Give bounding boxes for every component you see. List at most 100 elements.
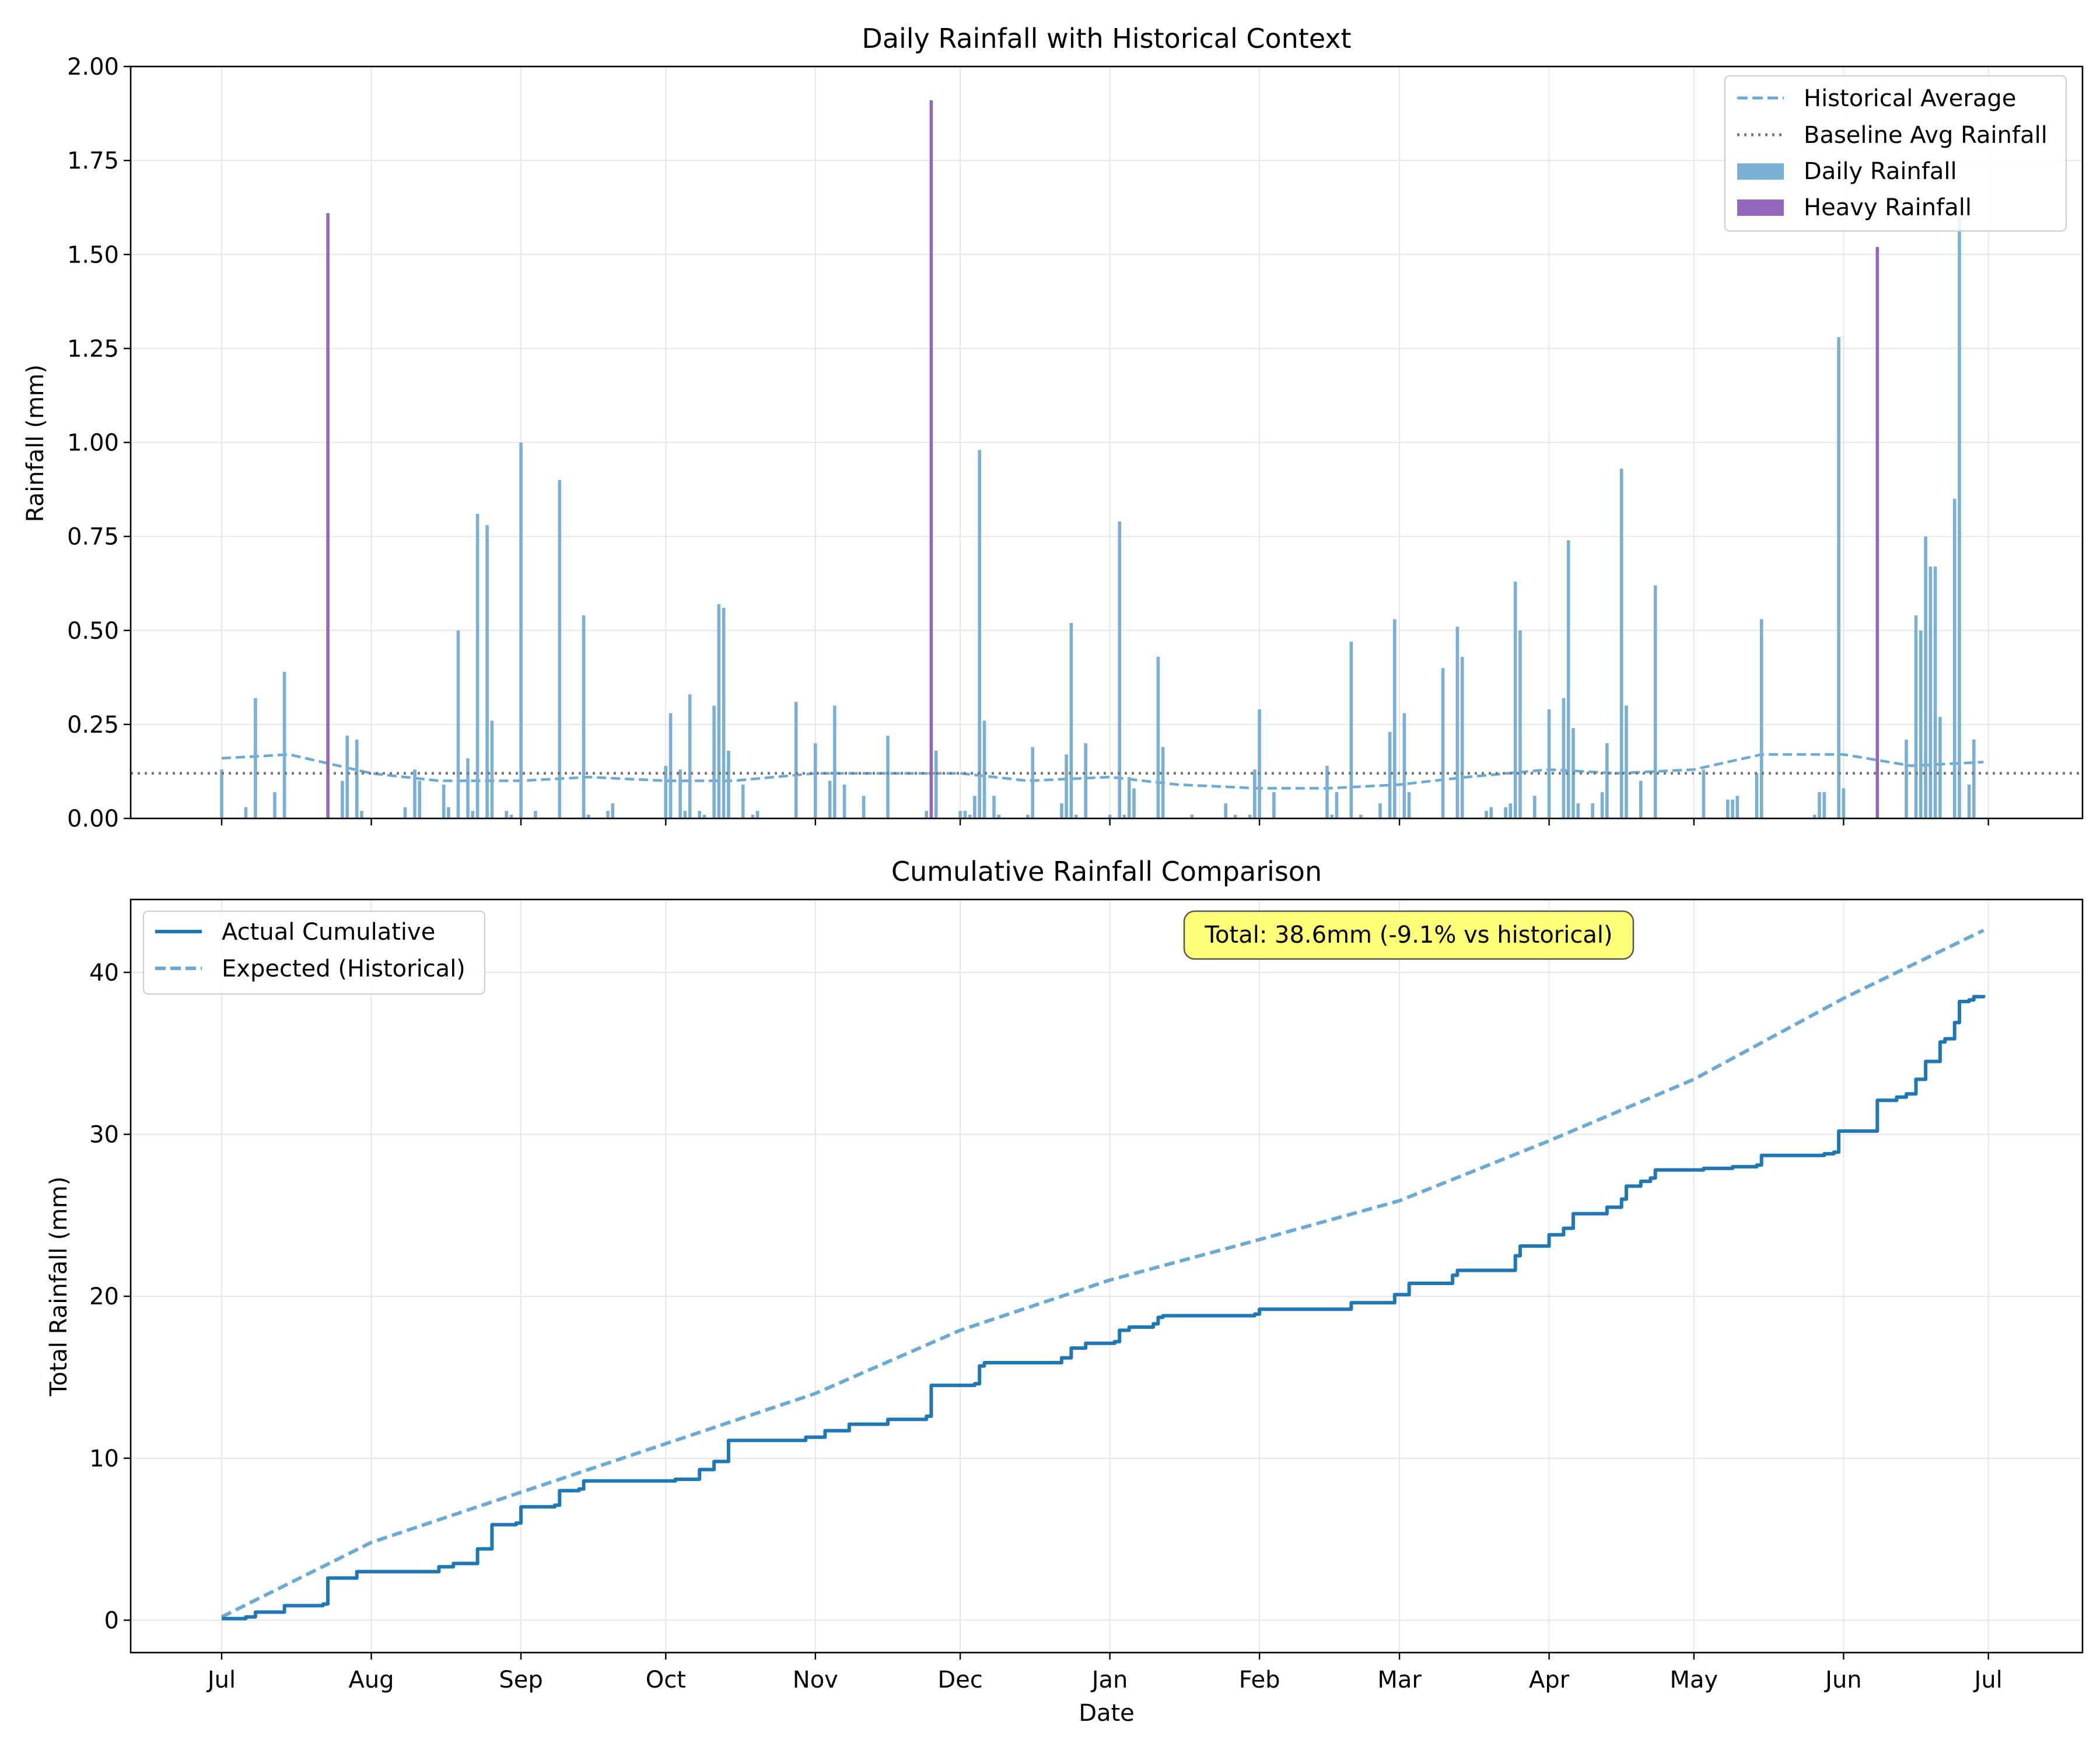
- daily-rainfall-bar: [1272, 792, 1276, 818]
- total-annotation-box: [1183, 910, 1634, 960]
- daily-rainfall-bar: [505, 811, 508, 818]
- daily-rainfall-bar: [1489, 807, 1493, 818]
- daily-rainfall-bar: [475, 514, 480, 818]
- legend-item-baseline: Baseline Avg Rainfall: [1737, 122, 2048, 149]
- daily-rainfall-bar: [1508, 803, 1513, 818]
- top-y-axis-label: Rainfall (mm): [22, 365, 49, 523]
- daily-rainfall-bar: [755, 811, 760, 818]
- daily-rainfall-bar: [1702, 769, 1706, 818]
- bottom-y-axis: 0 10 20 30 40: [89, 960, 131, 1634]
- daily-rainfall-bar: [273, 792, 276, 818]
- top-x-axis: [220, 818, 1989, 825]
- daily-rainfall-bar: [702, 814, 706, 818]
- daily-rainfall-bar: [456, 630, 460, 819]
- top-chart-title: Daily Rainfall with Historical Context: [862, 23, 1351, 54]
- daily-rainfall-bar: [833, 705, 836, 818]
- daily-rainfall-bar: [751, 814, 755, 818]
- daily-rainfall-bar: [1513, 582, 1517, 818]
- daily-rainfall-bar: [1812, 814, 1817, 818]
- bottom-plot-frame: [130, 898, 2084, 1654]
- daily-rainfall-bar: [1639, 780, 1643, 818]
- daily-rainfall-bar: [355, 739, 359, 818]
- top-y-tick-label-8: 2.00: [67, 54, 119, 80]
- legend-actual-cumulative-label: Actual Cumulative: [222, 919, 435, 946]
- daily-rainfall-bar: [722, 608, 726, 818]
- daily-rainfall-bar: [1069, 622, 1073, 818]
- cumulative-rainfall-chart: Cumulative Rainfall Comparison Total Rai…: [46, 856, 2084, 1727]
- daily-rainfall-bar: [1026, 814, 1030, 818]
- daily-rainfall-bar: [968, 814, 972, 818]
- daily-rainfall-bar: [997, 814, 1001, 818]
- daily-rainfall-bar: [1958, 216, 1961, 818]
- daily-rainfall-bar: [1335, 792, 1339, 818]
- daily-rainfall-bar: [1967, 785, 1971, 818]
- daily-rainfall-bar: [1562, 698, 1566, 818]
- daily-rainfall-bar: [1485, 811, 1488, 818]
- daily-rainfall-bar: [1349, 642, 1353, 818]
- x-tick-label-jul: Jul: [1973, 1667, 2003, 1693]
- daily-rainfall-bar: [1118, 521, 1121, 818]
- daily-rainfall-bar: [1731, 799, 1734, 818]
- x-tick-label-oct: Oct: [646, 1667, 686, 1693]
- daily-rainfall-bar: [244, 807, 248, 818]
- x-tick-label-jul: Jul: [206, 1667, 236, 1693]
- daily-rainfall-bar: [1759, 619, 1763, 818]
- legend-item-heavy-rainfall: Heavy Rainfall: [1737, 194, 1972, 221]
- daily-rainfall-bar: [886, 736, 890, 818]
- daily-rainfall-bar: [934, 751, 938, 818]
- daily-rainfall-bar: [1755, 773, 1759, 818]
- bottom-y-tick-label-0: 0: [104, 1607, 119, 1634]
- bottom-legend: Actual Cumulative Expected (Historical): [143, 911, 485, 995]
- daily-rainfall-bar: [717, 604, 721, 818]
- daily-rainfall-bar: [1576, 803, 1580, 818]
- legend-daily-rainfall-swatch: [1737, 163, 1784, 180]
- daily-rainfall-bar: [1972, 739, 1976, 818]
- daily-rainfall-bar: [485, 525, 489, 818]
- daily-rainfall-bar: [1074, 814, 1078, 818]
- bottom-y-tick-label-1: 10: [89, 1446, 119, 1472]
- daily-rainfall-bar: [828, 780, 832, 818]
- daily-rainfall-bar: [1905, 739, 1908, 818]
- daily-rainfall-bar: [1402, 713, 1406, 818]
- bottom-y-tick-label-3: 30: [89, 1122, 119, 1149]
- daily-rainfall-bar: [1084, 743, 1087, 818]
- daily-rainfall-bar: [587, 814, 590, 818]
- daily-rainfall-bar: [442, 785, 446, 818]
- daily-rainfall-bar: [1591, 803, 1594, 818]
- daily-rainfall-bar: [1378, 803, 1382, 818]
- daily-rainfall-bar: [418, 780, 422, 818]
- top-y-tick-label-0: 0.00: [67, 806, 119, 832]
- top-y-tick-label-4: 1.00: [67, 430, 119, 457]
- daily-rainfall-bar: [1504, 807, 1507, 818]
- heavy-rainfall-bar: [929, 100, 933, 818]
- daily-rainfall-bar: [1224, 803, 1227, 818]
- daily-rainfall-bar: [1359, 814, 1363, 818]
- daily-rainfall-bar: [1253, 769, 1256, 818]
- heavy-rainfall-bar: [326, 213, 330, 818]
- daily-rainfall-bar: [1929, 566, 1933, 818]
- daily-rainfall-bar: [509, 814, 513, 818]
- x-tick-label-apr: Apr: [1529, 1667, 1570, 1693]
- daily-rainfall-bar: [1388, 732, 1392, 818]
- top-y-axis: 0.00 0.25 0.50 0.75 1.00 1.25 1.50 1.75 2.00: [67, 54, 131, 832]
- x-tick-label-dec: Dec: [937, 1667, 982, 1693]
- daily-rainfall-bar: [1393, 619, 1396, 818]
- daily-rainfall-bar: [698, 811, 701, 818]
- daily-rainfall-bar: [794, 702, 798, 818]
- daily-rainfall-bar: [982, 720, 986, 818]
- daily-rainfall-bar: [1919, 630, 1923, 819]
- daily-rainfall-bar: [1407, 792, 1411, 818]
- daily-rainfall-bar: [1441, 668, 1445, 818]
- daily-rainfall-bar: [1605, 743, 1609, 818]
- daily-rainfall-bar: [1108, 814, 1112, 818]
- daily-rainfall-bar: [1330, 814, 1334, 818]
- daily-rainfall-bar: [345, 736, 349, 818]
- top-legend: Historical Average Baseline Avg Rainfall…: [1724, 75, 2067, 232]
- daily-rainfall-bar: [1726, 799, 1730, 818]
- top-y-tick-label-5: 1.25: [67, 335, 119, 362]
- legend-item-expected-historical: Expected (Historical): [155, 956, 466, 982]
- daily-rainfall-bar: [1122, 814, 1126, 818]
- daily-rainfall-bar: [1818, 792, 1821, 818]
- daily-rainfall-bar: [741, 785, 745, 818]
